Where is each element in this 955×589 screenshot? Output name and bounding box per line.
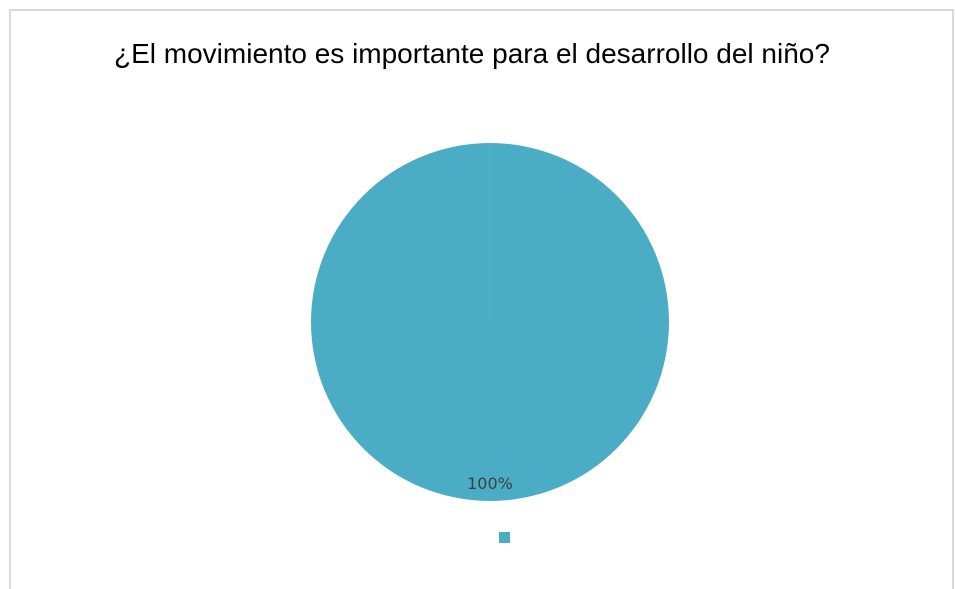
pie-slices — [311, 143, 669, 501]
pie-chart: 100% — [311, 143, 669, 543]
pie-data-label-0: 100% — [467, 474, 513, 493]
pie-data-labels: 100% — [467, 474, 513, 493]
legend-marker-0 — [499, 532, 510, 543]
chart-area: ¿El movimiento es importante para el des… — [9, 9, 954, 589]
chart-title: ¿El movimiento es importante para el des… — [114, 38, 830, 69]
chart-legend — [499, 532, 510, 543]
